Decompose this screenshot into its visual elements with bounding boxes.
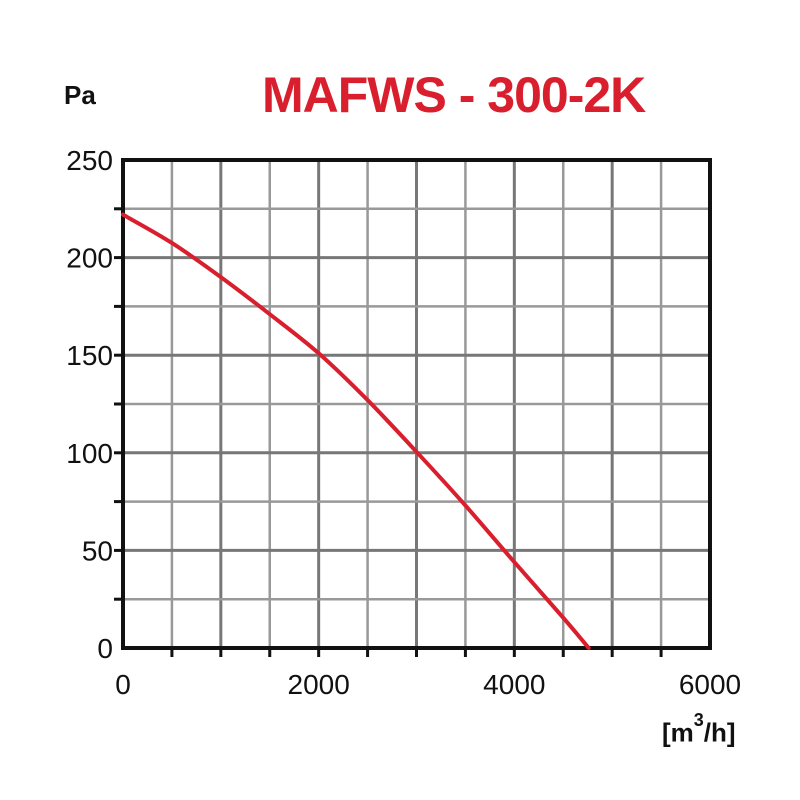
- x-unit-part: [m: [662, 717, 694, 748]
- y-tick-label: 200: [66, 243, 113, 274]
- y-axis-label: Pa: [64, 80, 96, 110]
- x-axis-label: [m3/h]: [662, 710, 736, 749]
- performance-curve: [121, 212, 591, 650]
- y-tick-label: 50: [82, 535, 113, 566]
- x-unit-exponent: 3: [693, 710, 704, 730]
- x-unit-part: /h]: [703, 717, 736, 748]
- y-tick-label: 250: [66, 145, 113, 176]
- plot-frame: [121, 158, 712, 650]
- x-tick-label: 2000: [288, 669, 350, 700]
- y-tick-label: 0: [97, 633, 113, 664]
- x-tick-label: 6000: [679, 669, 741, 700]
- x-tick-label: 0: [115, 669, 131, 700]
- y-tick-label: 150: [66, 340, 113, 371]
- y-tick-label: 100: [66, 438, 113, 469]
- chart-title: MAFWS - 300-2K: [262, 67, 646, 123]
- x-tick-label: 4000: [483, 669, 545, 700]
